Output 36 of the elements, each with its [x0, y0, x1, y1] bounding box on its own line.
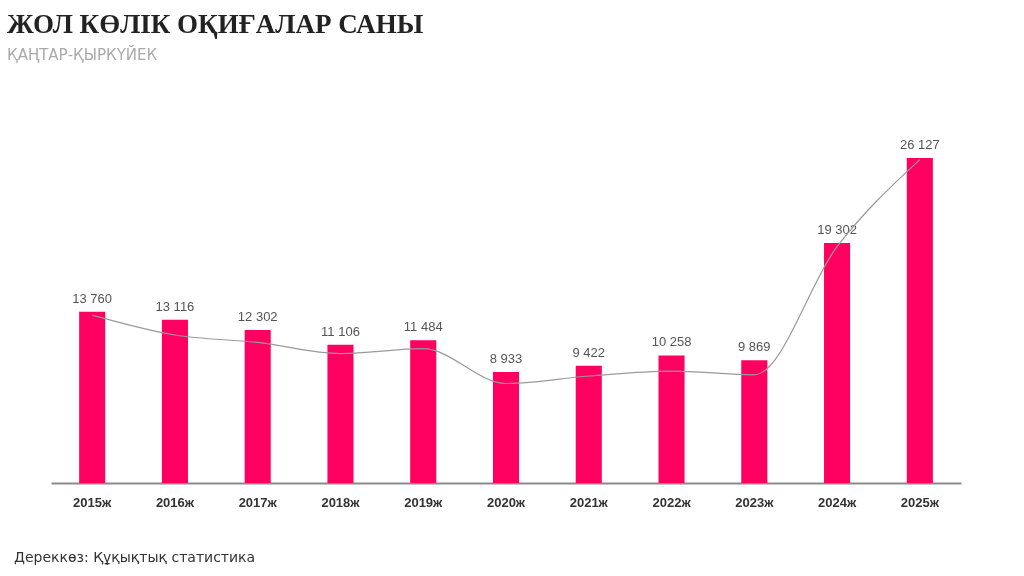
data-label: 13 116	[155, 298, 195, 314]
data-label: 13 760	[72, 290, 113, 306]
data-label: 9 422	[572, 344, 606, 360]
bar	[575, 365, 602, 483]
bar	[741, 360, 768, 483]
chart-title: ЖОЛ КӨЛІК ОҚИҒАЛАР САНЫ	[7, 9, 424, 39]
bar	[824, 242, 851, 483]
text: Дереккөз: Құқықтық статистика	[14, 549, 256, 565]
data-label: 11 106	[321, 323, 360, 339]
data-label: 26 127	[899, 137, 940, 152]
bar	[79, 311, 106, 483]
bar	[161, 319, 188, 483]
x-tick-label: 2019ж	[404, 494, 444, 510]
x-tick-label: 2016ж	[155, 494, 195, 510]
x-tick-label: 2024ж	[817, 494, 857, 510]
data-label: 19 302	[817, 221, 857, 237]
x-tick-label: 2021ж	[569, 494, 609, 510]
data-label: 8 933	[489, 350, 523, 366]
bar	[906, 158, 933, 483]
bar	[492, 371, 520, 483]
data-label: 12 302	[237, 308, 278, 324]
x-tick-label: 2015ж	[73, 494, 113, 510]
bar	[244, 329, 271, 483]
bar	[658, 355, 685, 483]
data-label: 11 484	[403, 319, 443, 335]
x-tick-label: 2022ж	[652, 494, 692, 510]
bar	[410, 340, 437, 483]
bar	[327, 344, 354, 483]
x-tick-label: 2025ж	[900, 494, 940, 510]
x-tick-label: 2018ж	[321, 494, 361, 510]
x-tick-label: 2017ж	[238, 494, 278, 510]
x-tick-label: 2023ж	[735, 494, 775, 510]
data-label: 10 258	[651, 334, 692, 350]
x-tick-label: 2020ж	[486, 494, 526, 510]
chart-subtitle: ҚАҢТАР-ҚЫРКҮЙЕК	[7, 45, 158, 64]
data-label: 9 869	[738, 339, 771, 355]
